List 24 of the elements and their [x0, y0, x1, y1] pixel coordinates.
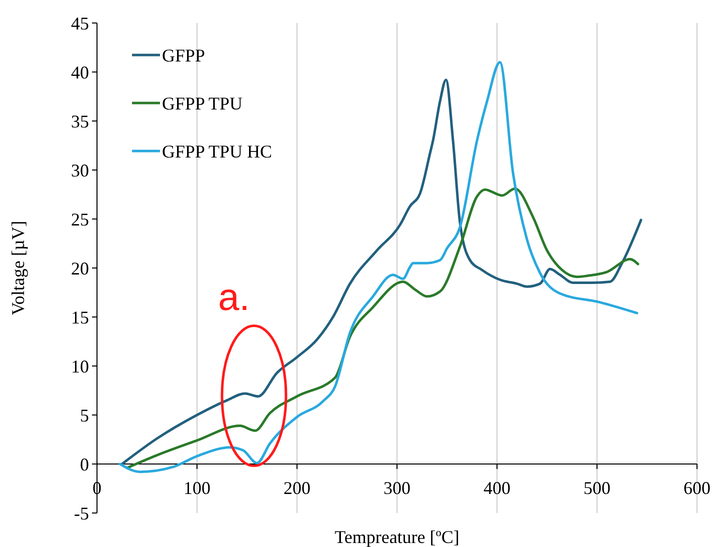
- y-tick-label: 45: [71, 13, 89, 34]
- y-tick-label: 15: [71, 307, 89, 328]
- x-axis-title: Tempreature [ºC]: [334, 527, 460, 547]
- y-tick-label: 10: [71, 356, 89, 376]
- y-tick-label: 0: [80, 454, 89, 474]
- legend-label: GFPP: [162, 45, 206, 66]
- x-tick-label: 200: [284, 478, 310, 498]
- legend-label: GFPP TPU HC: [162, 141, 272, 162]
- annotation: a.: [218, 276, 250, 319]
- x-tick-label: 300: [384, 478, 410, 498]
- y-tick-label: 5: [80, 405, 89, 426]
- y-tick-label: 20: [71, 258, 89, 278]
- x-tick-label: 500: [584, 478, 610, 498]
- y-tick-label: 40: [71, 62, 89, 82]
- y-tick-label: -5: [74, 503, 89, 524]
- y-tick-label: 25: [71, 209, 89, 230]
- x-tick-label: 600: [684, 478, 710, 498]
- line-series: [126, 187, 640, 470]
- legend-label: GFPP TPU: [162, 93, 243, 114]
- y-tick-label: 30: [71, 160, 89, 180]
- x-tick-label: 400: [484, 478, 510, 498]
- y-tick-label: 35: [71, 111, 89, 132]
- x-tick-label: 100: [184, 478, 210, 498]
- y-axis-title: Voltage [µV]: [8, 220, 28, 316]
